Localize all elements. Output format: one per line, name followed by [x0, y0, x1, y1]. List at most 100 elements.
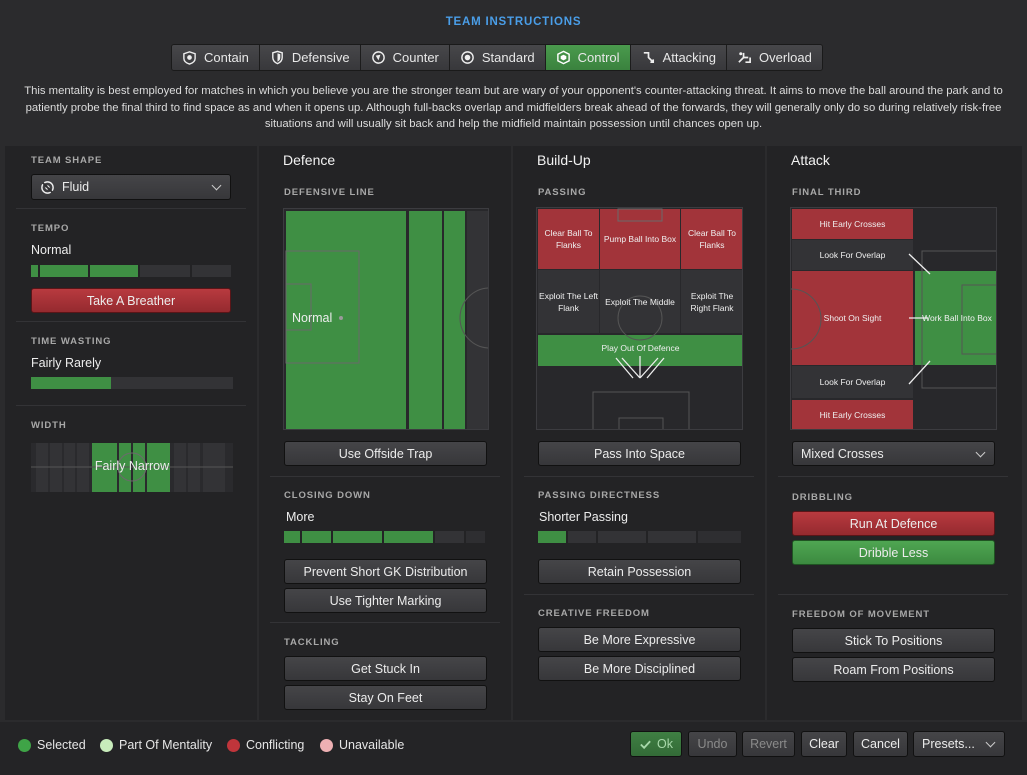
chevron-down-icon [211, 180, 222, 191]
conflicting-dot-icon [227, 738, 240, 752]
passing-directness-slider[interactable] [538, 531, 741, 543]
defensive-line-value: Normal [292, 311, 333, 325]
attacking-icon [643, 51, 654, 64]
ok-label: Ok [657, 737, 673, 751]
tab-label: Standard [481, 50, 535, 65]
tab-contain[interactable]: Contain [172, 45, 260, 70]
tab-label: Contain [204, 50, 249, 65]
selected-dot-icon [18, 738, 31, 752]
passing-label: PASSING [538, 187, 587, 198]
chevron-down-icon [975, 447, 986, 458]
zone-clear-ball-to-flanks-left[interactable]: Clear Ball To Flanks [544, 228, 593, 250]
team-shape-value: Fluid [62, 180, 90, 194]
dribbling-label: DRIBBLING [792, 492, 853, 503]
screen-title: TEAM INSTRUCTIONS [445, 16, 582, 28]
tab-label: Overload [759, 50, 812, 65]
use-tighter-marking-button[interactable]: Use Tighter Marking [284, 588, 487, 613]
standard-icon [461, 51, 474, 64]
legend-part-of-mentality: Part Of Mentality [100, 738, 212, 752]
legend-unavailable: Unavailable [320, 738, 404, 752]
zone-hit-early-crosses-left[interactable]: Hit Early Crosses [819, 219, 886, 229]
zone-pump-ball-into-box[interactable]: Pump Ball Into Box [603, 234, 677, 244]
freedom-of-movement-label: FREEDOM OF MOVEMENT [792, 609, 930, 620]
tab-control[interactable]: Control [545, 45, 631, 70]
legend-label: Conflicting [246, 738, 305, 752]
control-icon [556, 50, 570, 65]
defensive-line-label: DEFENSIVE LINE [284, 187, 375, 198]
legend-conflicting: Conflicting [227, 738, 304, 752]
clear-button[interactable]: Clear [801, 731, 847, 757]
zone-look-for-overlap-right[interactable]: Look For Overlap [819, 377, 886, 387]
zone-work-ball-into-box[interactable]: Work Ball Into Box [922, 313, 992, 323]
retain-possession-button[interactable]: Retain Possession [538, 559, 741, 584]
chevron-down-icon [985, 737, 996, 748]
final-third-selector[interactable]: Hit Early Crosses Look For Overlap Shoot… [790, 207, 997, 430]
zone-play-out-of-defence[interactable]: Play Out Of Defence [601, 343, 680, 353]
be-more-disciplined-button[interactable]: Be More Disciplined [538, 656, 741, 681]
overload-icon [738, 52, 752, 64]
passing-directness-value: Shorter Passing [539, 510, 628, 524]
cancel-button[interactable]: Cancel [853, 731, 908, 757]
team-settings-panel [5, 146, 257, 720]
zone-clear-ball-to-flanks-right[interactable]: Clear Ball To Flanks [687, 228, 737, 250]
tab-standard[interactable]: Standard [449, 45, 546, 70]
zone-exploit-right-flank[interactable]: Exploit The Right Flank [690, 290, 734, 313]
tab-label: Attacking [662, 50, 717, 65]
be-more-expressive-button[interactable]: Be More Expressive [538, 627, 741, 652]
ok-button[interactable]: Ok [630, 731, 682, 757]
attack-header: Attack [791, 152, 830, 168]
legend-label: Part Of Mentality [119, 738, 213, 752]
time-wasting-value: Fairly Rarely [31, 356, 102, 370]
tab-attacking[interactable]: Attacking [630, 45, 728, 70]
part-of-mentality-dot-icon [100, 738, 113, 752]
tab-label: Control [577, 50, 620, 65]
prevent-short-gk-distribution-button[interactable]: Prevent Short GK Distribution [284, 559, 487, 584]
width-value: Fairly Narrow [94, 459, 170, 473]
presets-label: Presets... [922, 737, 975, 751]
passing-selector[interactable]: Clear Ball To Flanks Pump Ball Into Box … [536, 207, 743, 430]
defence-header: Defence [283, 152, 336, 168]
roam-from-positions-button[interactable]: Roam From Positions [792, 657, 995, 682]
dribble-less-button[interactable]: Dribble Less [792, 540, 995, 565]
revert-button[interactable]: Revert [742, 731, 795, 757]
shield-icon [271, 50, 283, 65]
width-label: WIDTH [31, 420, 67, 431]
zone-exploit-left-flank[interactable]: Exploit The Left Flank [539, 290, 598, 313]
tab-label: Defensive [291, 50, 350, 65]
zone-shoot-on-sight[interactable]: Shoot On Sight [823, 313, 882, 323]
tab-defensive[interactable]: Defensive [259, 45, 361, 70]
tempo-value: Normal [31, 243, 72, 257]
zone-look-for-overlap-left[interactable]: Look For Overlap [819, 250, 886, 260]
run-at-defence-button[interactable]: Run At Defence [792, 511, 995, 536]
final-third-label: FINAL THIRD [792, 187, 862, 198]
tab-overload[interactable]: Overload [727, 45, 822, 70]
take-a-breather-button[interactable]: Take A Breather [31, 288, 231, 313]
tab-counter[interactable]: Counter [360, 45, 450, 70]
stick-to-positions-button[interactable]: Stick To Positions [792, 628, 995, 653]
crosses-select-value: Mixed Crosses [801, 446, 884, 461]
unavailable-dot-icon [320, 738, 333, 752]
closing-down-slider[interactable] [284, 531, 487, 543]
use-offside-trap-button[interactable]: Use Offside Trap [284, 441, 487, 466]
undo-button[interactable]: Undo [688, 731, 737, 757]
creative-freedom-label: CREATIVE FREEDOM [538, 608, 650, 619]
legend-label: Selected [37, 738, 86, 752]
passing-directness-label: PASSING DIRECTNESS [538, 490, 661, 501]
zone-hit-early-crosses-right[interactable]: Hit Early Crosses [819, 410, 886, 420]
stay-on-feet-button[interactable]: Stay On Feet [284, 685, 487, 710]
time-wasting-slider[interactable] [31, 377, 233, 389]
team-shape-select[interactable]: Fluid [31, 174, 231, 200]
fluid-icon [41, 180, 54, 194]
presets-button[interactable]: Presets... [913, 731, 1005, 757]
pass-into-space-button[interactable]: Pass Into Space [538, 441, 741, 466]
mentality-description: This mentality is best employed for matc… [24, 85, 1003, 130]
defensive-line-selector[interactable]: Normal [283, 208, 489, 430]
tempo-slider[interactable] [31, 265, 233, 277]
width-selector[interactable]: Fairly Narrow [31, 443, 233, 492]
contain-icon [183, 51, 196, 65]
crosses-select[interactable]: Mixed Crosses [792, 441, 995, 466]
counter-icon [371, 51, 385, 64]
zone-exploit-middle[interactable]: Exploit The Middle [605, 296, 675, 307]
tackling-label: TACKLING [284, 637, 340, 648]
get-stuck-in-button[interactable]: Get Stuck In [284, 656, 487, 681]
